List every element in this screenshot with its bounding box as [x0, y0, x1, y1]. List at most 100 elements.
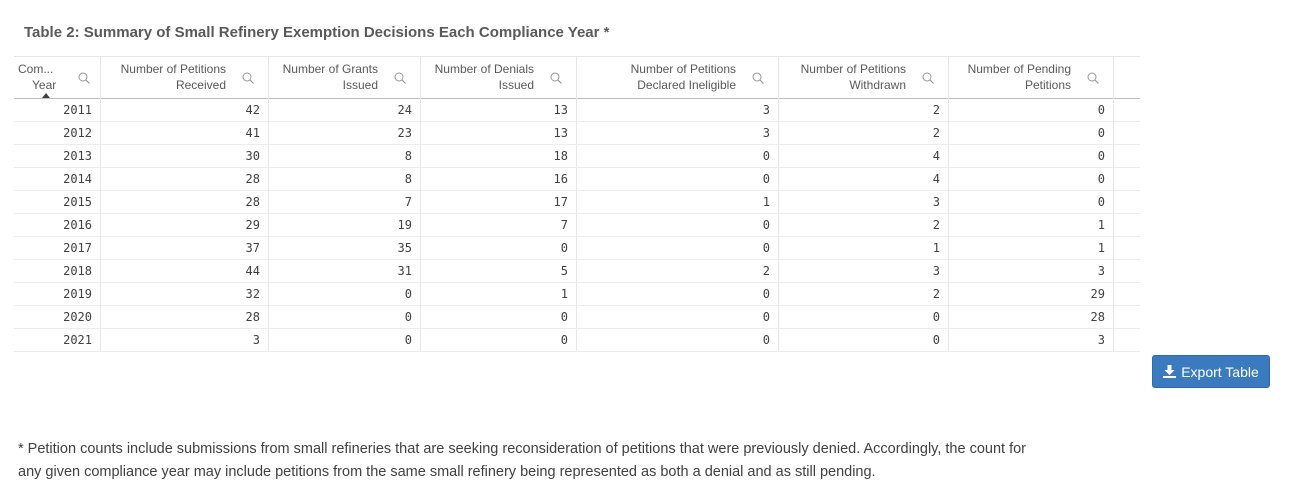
table-cell: 2 — [932, 287, 940, 301]
table-cell: 24 — [397, 103, 412, 117]
table-cell: 0 — [932, 333, 940, 347]
search-icon[interactable] — [394, 72, 406, 84]
table-cell: 30 — [245, 149, 260, 163]
column-divider — [778, 56, 779, 351]
table-cell: 0 — [1097, 195, 1105, 209]
header-text: Number of Pending — [967, 62, 1071, 76]
table-cell: 28 — [245, 310, 260, 324]
table-cell: 0 — [560, 333, 568, 347]
column-divider — [100, 56, 101, 351]
table-cell: 2021 — [63, 333, 92, 347]
table-cell: 0 — [404, 333, 412, 347]
table-cell: 17 — [553, 195, 568, 209]
table-cell: 3 — [932, 195, 940, 209]
table-cell: 0 — [762, 172, 770, 186]
table-cell: 1 — [762, 195, 770, 209]
header-text: Number of Petitions — [800, 62, 906, 76]
table-cell: 13 — [553, 126, 568, 140]
table-cell: 1 — [932, 241, 940, 255]
table-cell: 3 — [252, 333, 260, 347]
table-cell: 28 — [245, 195, 260, 209]
table-cell: 0 — [560, 241, 568, 255]
table-cell: 3 — [762, 126, 770, 140]
table-cell: 0 — [762, 310, 770, 324]
table-cell: 7 — [560, 218, 568, 232]
table-cell: 5 — [560, 264, 568, 278]
table-cell: 1 — [1097, 218, 1105, 232]
table-cell: 0 — [932, 310, 940, 324]
table-cell: 2020 — [63, 310, 92, 324]
header-text: Declared Ineligible — [637, 78, 736, 92]
table-cell: 0 — [762, 333, 770, 347]
table-cell: 2014 — [63, 172, 92, 186]
table-cell: 0 — [1097, 103, 1105, 117]
table-title: Table 2: Summary of Small Refinery Exemp… — [24, 24, 610, 41]
header-text: Number of Petitions — [120, 62, 226, 76]
header-text: Received — [175, 78, 226, 92]
download-icon — [1163, 365, 1177, 378]
column-divider — [1113, 56, 1114, 351]
table-cell: 13 — [553, 103, 568, 117]
search-icon[interactable] — [752, 72, 764, 84]
table-cell: 32 — [245, 287, 260, 301]
search-icon[interactable] — [242, 72, 254, 84]
row-line — [14, 282, 1140, 283]
header-text: Issued — [342, 78, 378, 92]
table-cell: 2011 — [63, 103, 92, 117]
table-cell: 2018 — [63, 264, 92, 278]
search-icon[interactable] — [922, 72, 934, 84]
export-button[interactable]: Export Table — [1152, 355, 1270, 388]
table-cell: 3 — [1097, 333, 1105, 347]
header-text: Withdrawn — [849, 78, 906, 92]
header-bottom-line — [14, 98, 1140, 99]
table-cell: 0 — [404, 287, 412, 301]
table-cell: 2012 — [63, 126, 92, 140]
search-icon[interactable] — [78, 72, 90, 84]
table-cell: 0 — [1097, 126, 1105, 140]
footnote-line: any given compliance year may include pe… — [18, 464, 876, 480]
column-divider — [576, 56, 577, 351]
column-divider — [948, 56, 949, 351]
header-text: Number of Denials — [434, 62, 534, 76]
table-cell: 0 — [762, 149, 770, 163]
table-cell: 2 — [932, 103, 940, 117]
row-line — [14, 190, 1140, 191]
header-text: Number of Grants — [282, 62, 378, 76]
table-cell: 3 — [932, 264, 940, 278]
table-cell: 29 — [245, 218, 260, 232]
table-cell: 0 — [560, 310, 568, 324]
table-cell: 3 — [1097, 264, 1105, 278]
table-cell: 4 — [932, 172, 940, 186]
table-cell: 8 — [404, 149, 412, 163]
footnote-line: * Petition counts include submissions fr… — [18, 441, 1027, 457]
table-cell: 0 — [1097, 172, 1105, 186]
table-cell: 3 — [762, 103, 770, 117]
header-text: Petitions — [1024, 78, 1071, 92]
table-cell: 2013 — [63, 149, 92, 163]
table-cell: 42 — [245, 103, 260, 117]
table-cell: 0 — [762, 287, 770, 301]
header-text: Year — [32, 78, 57, 92]
search-icon[interactable] — [1087, 72, 1099, 84]
row-line — [14, 167, 1140, 168]
table-cell: 16 — [553, 172, 568, 186]
table-cell: 8 — [404, 172, 412, 186]
table-cell: 28 — [245, 172, 260, 186]
table-cell: 44 — [245, 264, 260, 278]
table-cell: 0 — [762, 218, 770, 232]
row-line — [14, 121, 1140, 122]
sort-indicator — [42, 93, 50, 98]
table-cell: 2017 — [63, 241, 92, 255]
row-line — [14, 351, 1140, 352]
column-divider — [420, 56, 421, 351]
search-icon[interactable] — [550, 72, 562, 84]
table-cell: 19 — [397, 218, 412, 232]
table-cell: 2 — [932, 218, 940, 232]
table-cell: 2019 — [63, 287, 92, 301]
table-cell: 28 — [1090, 310, 1105, 324]
table-cell: 1 — [560, 287, 568, 301]
column-divider — [268, 56, 269, 351]
export-label: Export Table — [1181, 363, 1259, 380]
table-cell: 35 — [397, 241, 412, 255]
